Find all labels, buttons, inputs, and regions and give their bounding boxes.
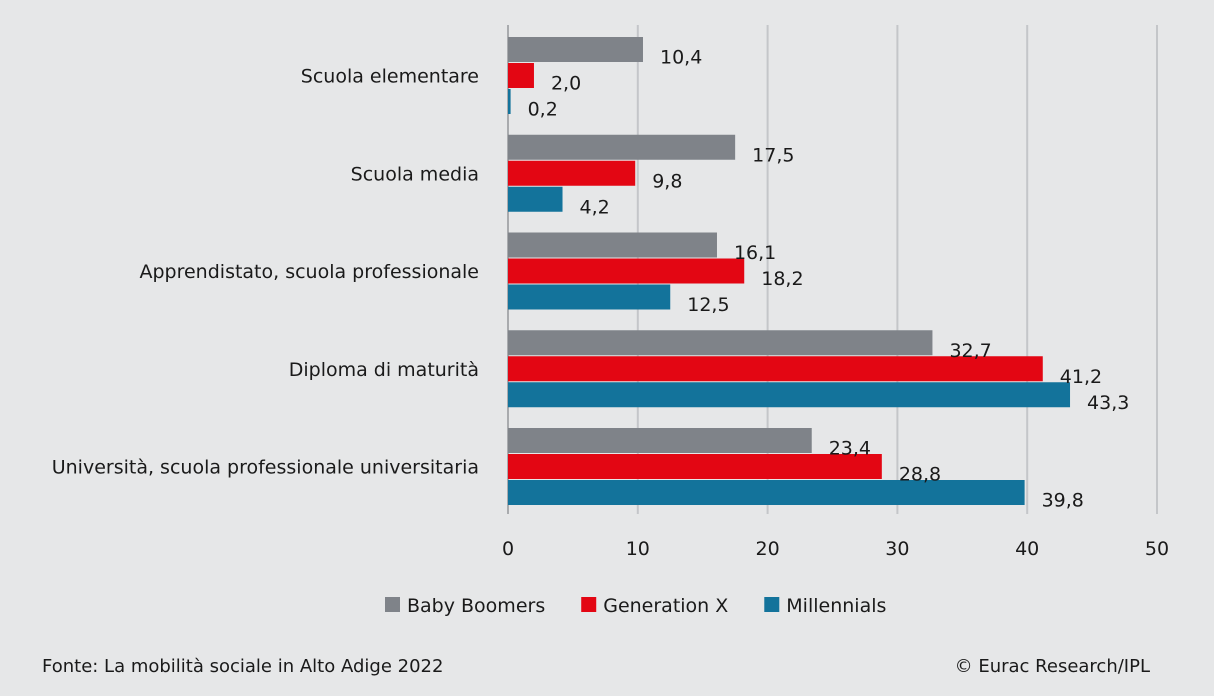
data-label: 41,2 [1060,366,1102,388]
bar-2-5 [508,454,882,479]
data-label: 39,8 [1042,490,1084,512]
bar-2-1 [508,63,534,88]
data-label: 2,0 [551,73,581,95]
data-label: 10,4 [660,47,702,69]
data-label: 43,3 [1087,392,1129,414]
legend-label: Generation X [603,595,728,617]
data-labels: 10,4 2,0 0,2 17,5 9,8 4,2 16,1 18,2 12,5 32,7 41,2… [528,47,1130,512]
legend-label: Baby Boomers [407,595,545,617]
bar-2-4 [508,356,1043,382]
x-tick-label: 50 [1145,538,1169,560]
x-tick-label: 30 [885,538,909,560]
data-label: 4,2 [580,196,610,218]
bar-1-2 [508,134,736,160]
bar-1-1 [508,37,643,62]
x-axis-ticks: 0 10 20 30 40 50 [502,538,1169,560]
bar-3-2 [508,186,563,212]
bar-1-5 [508,428,812,453]
data-label: 18,2 [761,268,803,290]
bar-2-2 [508,160,636,186]
bar-1-3 [508,232,717,258]
legend-swatch [385,597,400,612]
bar-3-3 [508,284,671,310]
source-note: Fonte: La mobilità sociale in Alto Adige… [42,656,444,677]
x-tick-label: 40 [1015,538,1039,560]
x-tick-label: 20 [756,538,780,560]
copyright-note: © Eurac Research/IPL [954,656,1150,677]
data-label: 32,7 [949,340,991,362]
data-label: 12,5 [687,294,729,316]
data-label: 17,5 [752,144,794,166]
legend-swatch [764,597,780,612]
bar-3-5 [508,480,1025,505]
category-labels: Scuola elementare Scuola media Apprendista… [52,66,479,479]
category-label: Diploma di maturità [289,359,479,381]
bar-1-4 [508,330,933,356]
bars [508,37,1071,505]
category-label: Apprendistato, scuola professionale [139,261,479,283]
legend: Baby Boomers Generation X Millennials [385,595,886,617]
bar-2-3 [508,258,745,284]
data-label: 0,2 [528,99,558,121]
data-label: 23,4 [829,438,871,460]
category-label: Scuola elementare [301,66,479,88]
x-tick-label: 10 [626,538,650,560]
data-label: 28,8 [899,464,941,486]
bar-3-4 [508,382,1071,408]
x-tick-label: 0 [502,538,514,560]
legend-swatch [581,597,597,612]
legend-label: Millennials [786,595,886,617]
category-label: Scuola media [351,163,479,185]
data-label: 16,1 [734,242,776,264]
category-label: Università, scuola professionale univers… [52,457,479,479]
data-label: 9,8 [652,170,682,192]
bar-3-1 [508,89,511,114]
